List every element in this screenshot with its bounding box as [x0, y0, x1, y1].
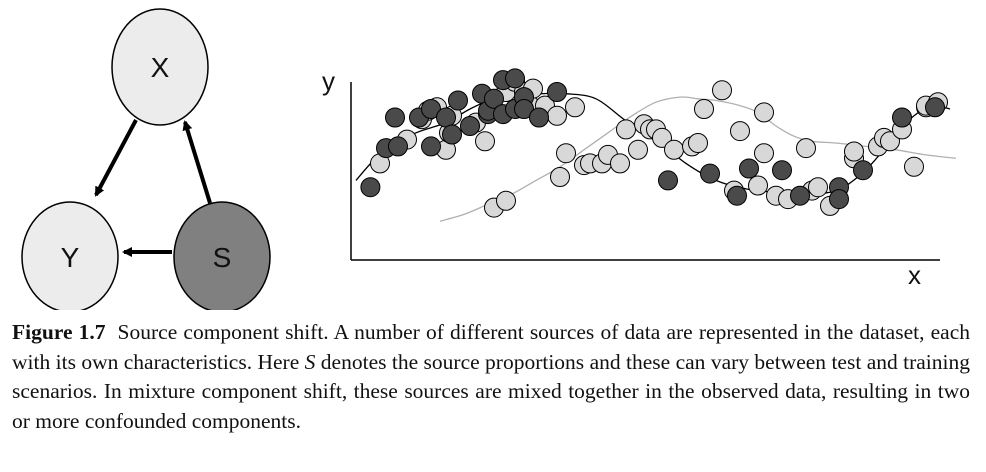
series-1-point [360, 177, 381, 198]
node-x-label: X [151, 52, 170, 83]
series-1-point [700, 163, 720, 184]
series-1-point [853, 160, 873, 181]
series-1-point [460, 116, 480, 136]
series-2-point [808, 177, 828, 198]
node-y [21, 201, 119, 310]
series-2-point [712, 80, 732, 101]
edge-x-to-y [94, 119, 138, 197]
series-2-point [730, 121, 750, 142]
x-axis-label: x [908, 260, 921, 290]
series-1-point [892, 107, 912, 128]
series-2-point [565, 97, 585, 118]
edge-s-to-x [182, 120, 212, 204]
series-1-point [790, 185, 810, 206]
series-1-point [421, 99, 441, 119]
series-2-point [496, 190, 516, 211]
data-points [360, 68, 948, 218]
series-1-point [388, 136, 408, 157]
series-2-point [748, 175, 768, 196]
series-2-point [754, 102, 774, 123]
series-1-point [529, 107, 549, 128]
series-2-point [547, 105, 567, 126]
node-s [173, 201, 271, 310]
series-2-point [844, 141, 864, 162]
series-2-point [628, 139, 648, 160]
series-2-point [754, 143, 774, 164]
series-1-point [829, 189, 849, 210]
node-y-label: Y [61, 242, 80, 273]
series-1-point [505, 68, 525, 89]
series-2-point [610, 153, 630, 174]
series-1-point [739, 158, 759, 179]
series-1-point [727, 185, 747, 206]
figure-number: Figure 1.7 [12, 320, 106, 344]
series-2-point [904, 156, 924, 177]
caption-symbol: S [304, 349, 316, 374]
series-2-point [880, 131, 900, 152]
series-1-point [484, 88, 504, 109]
series-1-point [658, 170, 678, 191]
series-1-point [772, 160, 792, 181]
series-2-point [616, 119, 636, 140]
figure-caption: Figure 1.7 Source component shift. A numb… [12, 318, 970, 436]
series-2-curve [439, 96, 957, 222]
node-s-label: S [213, 242, 232, 273]
series-1-point [436, 107, 456, 128]
y-axis-label: y [322, 66, 335, 96]
series-2-point [475, 131, 495, 152]
series-2-point [796, 138, 816, 159]
series-1-point [925, 97, 945, 118]
caption-text-1: Source component shift. A number of diff… [12, 320, 970, 374]
series-2-point [664, 139, 684, 160]
series-1-point [385, 107, 405, 128]
series-1-point [547, 82, 567, 102]
series-1-point [514, 99, 534, 119]
series-2-point [550, 167, 570, 187]
series-2-point [694, 99, 714, 119]
series-2-point [556, 143, 576, 164]
causal-diagram: X Y S [21, 8, 271, 310]
caption-text-2: denotes the source proportions and these… [12, 349, 971, 433]
series-1-point [448, 90, 468, 111]
series-1-point [421, 136, 441, 157]
series-2-point [688, 133, 708, 153]
scatter-plot: y x [322, 66, 957, 290]
node-x [111, 8, 209, 126]
series-1-point [442, 124, 462, 145]
series-2-point [652, 127, 672, 148]
figure-1-7: X Y S y x [21, 8, 957, 310]
